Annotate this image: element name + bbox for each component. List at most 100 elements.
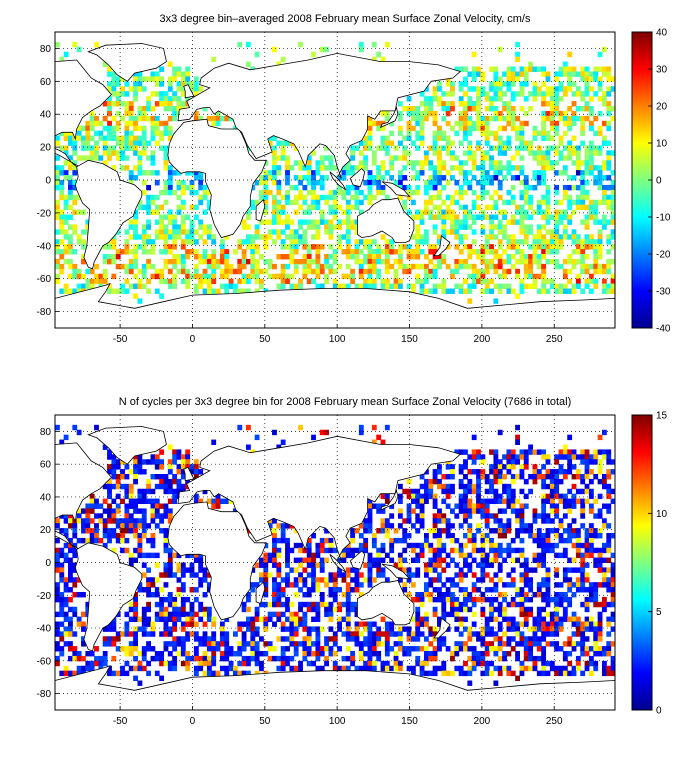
bin-cell [76, 288, 82, 294]
bin-cell [198, 224, 204, 230]
bin-cell [597, 51, 603, 58]
bin-cell [146, 592, 151, 598]
bin-cell [545, 194, 551, 201]
bin-cell [402, 145, 408, 151]
bin-cell [276, 547, 282, 554]
bin-cell [193, 498, 199, 504]
bin-cell [476, 125, 481, 132]
bin-cell [454, 503, 460, 509]
bin-cell [59, 567, 65, 573]
bin-cell [510, 234, 516, 240]
bin-cell [376, 170, 382, 176]
bin-cell [180, 229, 186, 235]
bin-cell [85, 268, 91, 275]
bin-cell [345, 621, 351, 627]
bin-cell [324, 636, 329, 642]
bin-cell [558, 533, 564, 539]
bin-cell [306, 636, 312, 642]
bin-cell [580, 106, 586, 112]
bin-cell [423, 86, 429, 92]
bin-cell [467, 283, 473, 290]
bin-cell [163, 229, 169, 235]
bin-cell [315, 258, 321, 265]
bin-cell [549, 86, 555, 92]
bin-cell [428, 557, 434, 563]
bin-cell [146, 488, 151, 495]
bin-cell [423, 239, 429, 245]
bin-cell [180, 606, 186, 613]
bin-cell [137, 488, 143, 495]
bin-cell [267, 170, 273, 176]
bin-cell [172, 572, 178, 578]
bin-cell [506, 651, 512, 657]
bin-cell [193, 86, 199, 92]
bin-cell [523, 562, 529, 568]
bin-cell [63, 199, 69, 206]
bin-cell [606, 110, 612, 117]
bin-cell [311, 616, 316, 622]
bin-cell [575, 616, 581, 622]
bin-cell [189, 273, 195, 280]
bin-cell [358, 547, 364, 554]
bin-cell [523, 616, 529, 622]
bin-cell [480, 577, 486, 583]
bin-cell [159, 449, 165, 455]
bin-cell [280, 439, 286, 445]
bin-cell [167, 631, 173, 637]
bin-cell [354, 587, 360, 593]
bin-cell [311, 224, 316, 230]
bin-cell [536, 582, 542, 588]
bin-cell [180, 641, 186, 647]
bin-cell [180, 611, 186, 618]
bin-cell [445, 523, 451, 529]
bin-cell [63, 518, 69, 524]
bin-cell [180, 646, 186, 652]
bin-cell [601, 46, 607, 53]
bin-cell [610, 86, 615, 92]
bin-cell [180, 258, 186, 265]
bin-cell [367, 258, 373, 265]
bin-cell [141, 513, 147, 519]
bin-cell [124, 165, 130, 171]
bin-cell [532, 209, 538, 216]
bin-cell [510, 165, 516, 171]
bin-cell [515, 273, 520, 280]
bin-cell [506, 268, 512, 275]
bin-cell [246, 239, 251, 245]
bin-cell [506, 542, 512, 549]
bin-cell [463, 76, 468, 82]
bin-cell [562, 170, 568, 176]
bin-cell [397, 562, 403, 568]
bin-cell [489, 130, 494, 137]
bin-cell [350, 170, 356, 176]
bin-cell [72, 606, 78, 613]
bin-cell [502, 229, 507, 235]
bin-cell [510, 199, 516, 206]
bin-cell [441, 130, 447, 137]
bin-cell [315, 160, 321, 166]
bin-cell [324, 175, 329, 181]
bin-cell [198, 616, 204, 622]
bin-cell [128, 130, 134, 137]
bin-cell [541, 646, 547, 652]
bin-cell [354, 636, 360, 642]
bin-cell [202, 268, 208, 275]
bin-cell [163, 125, 169, 132]
bin-cell [163, 180, 169, 186]
bin-cell [410, 110, 416, 117]
bin-cell [410, 140, 416, 146]
bin-cell [371, 120, 377, 127]
bin-cell [532, 273, 538, 280]
bin-cell [549, 239, 555, 245]
bin-cell [580, 488, 586, 495]
bin-cell [423, 115, 429, 122]
bin-cell [254, 224, 260, 230]
bin-cell [588, 596, 594, 603]
bin-cell [428, 184, 434, 191]
bin-cell [415, 244, 421, 250]
bin-cell [133, 655, 138, 662]
bin-cell [432, 528, 438, 534]
bin-cell [354, 254, 360, 260]
bin-cell [107, 120, 112, 127]
bin-cell [601, 120, 607, 127]
